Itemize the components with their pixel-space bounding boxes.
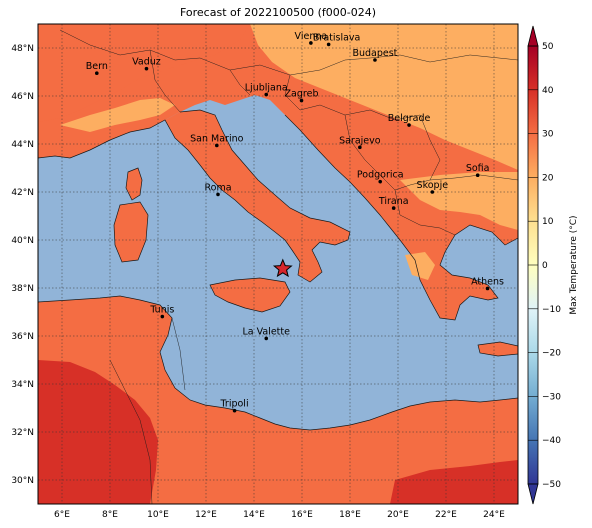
- map-area: [38, 24, 518, 504]
- x-tick-label: 12°E: [195, 510, 217, 520]
- colorbar-tick-label: −20: [542, 349, 561, 359]
- libya-very-hot: [390, 460, 518, 504]
- city-label: Podgorica: [357, 170, 404, 181]
- x-tick-label: 18°E: [339, 510, 361, 520]
- city-label: Bern: [86, 61, 108, 72]
- y-tick-label: 32°N: [11, 428, 34, 438]
- city-dot: [373, 58, 377, 62]
- colorbar-top-arrow: [527, 25, 539, 47]
- colorbar-tick-label: 0: [542, 261, 548, 271]
- city-dot: [232, 408, 237, 413]
- city-dot: [407, 123, 411, 127]
- y-tick-label: 40°N: [11, 236, 34, 246]
- colorbar-ticks: 50 40 30 20 10 0 −10 −20 −30 −40 −50: [528, 42, 561, 490]
- y-tick-label: 30°N: [11, 476, 34, 486]
- city-dot: [264, 92, 269, 97]
- city-label: Athens: [471, 276, 504, 287]
- colorbar-tick-label: −30: [542, 392, 561, 402]
- city-label: La Valette: [242, 326, 290, 337]
- city-label: Roma: [204, 182, 231, 193]
- star-icon: [272, 258, 293, 278]
- city-dot: [216, 192, 220, 197]
- sicily-land: [210, 278, 290, 312]
- city-label: Tunis: [149, 305, 174, 316]
- sardinia-land: [114, 202, 148, 262]
- map-title: Forecast of 2022100500 (f000-024): [179, 6, 377, 19]
- italy-land: [165, 110, 350, 282]
- colorbar-tick-label: −10: [542, 305, 561, 315]
- city-dot: [299, 98, 304, 103]
- x-tick-label: 22°E: [435, 510, 457, 520]
- country-borders: [59, 29, 518, 504]
- city-dot: [358, 145, 362, 150]
- y-axis-ticks: 48°N 46°N 44°N 42°N 40°N 38°N 36°N 34°N 32°N 30°N: [11, 44, 34, 486]
- city-label: Sofia: [466, 163, 490, 174]
- city-dot: [475, 173, 480, 177]
- x-tick-label: 16°E: [291, 510, 313, 520]
- colorbar: 50 40 30 20 10 0 −10 −20 −30 −40 −50 Max Temperatu…: [527, 25, 579, 505]
- y-tick-label: 48°N: [11, 44, 34, 54]
- city-dot: [391, 206, 396, 210]
- graticule: [38, 24, 518, 504]
- city-dot: [95, 71, 99, 75]
- city-dot: [160, 314, 165, 319]
- city-label: Zagreb: [285, 89, 319, 100]
- y-tick-label: 34°N: [11, 380, 34, 390]
- y-tick-label: 44°N: [11, 140, 34, 150]
- city-dot: [309, 41, 313, 45]
- warm-patch: [400, 172, 518, 230]
- city-label: Skopje: [417, 180, 449, 191]
- colorbar-tick-label: 10: [542, 217, 554, 227]
- y-tick-label: 46°N: [11, 92, 34, 102]
- map-frame: [37, 23, 519, 505]
- colorbar-bottom-arrow: [527, 483, 539, 505]
- colorbar-tick-label: 40: [542, 86, 554, 96]
- colorbar-tick-label: 30: [542, 130, 554, 140]
- x-axis-ticks: 6°E 8°E 10°E 12°E 14°E 16°E 18°E 20°E 22°E 24°E: [54, 510, 505, 520]
- x-tick-label: 6°E: [54, 510, 70, 520]
- city-dot: [215, 143, 219, 148]
- city-label: Ljubljana: [245, 83, 288, 94]
- y-tick-label: 36°N: [11, 332, 34, 342]
- y-tick-label: 42°N: [11, 188, 34, 198]
- colorbar-tick-label: −40: [542, 436, 561, 446]
- colorbar-tick-label: 20: [542, 173, 554, 183]
- city-dot: [430, 190, 435, 194]
- city-label: San Marino: [190, 133, 243, 144]
- city-dot: [326, 42, 331, 47]
- x-tick-label: 10°E: [147, 510, 169, 520]
- warm-patch: [250, 24, 518, 170]
- city-label: Bratislava: [313, 32, 360, 43]
- coastlines: [38, 109, 518, 431]
- city-label: Belgrade: [388, 113, 431, 124]
- alpine-hot-band: [38, 24, 250, 122]
- crete-land: [478, 342, 518, 356]
- x-tick-label: 8°E: [102, 510, 118, 520]
- y-tick-label: 38°N: [11, 284, 34, 294]
- city-label: Tripoli: [220, 399, 249, 410]
- colorbar-tick-label: −50: [542, 480, 561, 490]
- city-label: Sarajevo: [339, 135, 381, 146]
- x-tick-label: 24°E: [483, 510, 505, 520]
- x-tick-label: 14°E: [243, 510, 265, 520]
- city-dot: [264, 336, 269, 341]
- warm-patch: [405, 252, 435, 280]
- city-dot: [144, 66, 149, 71]
- city-label: Tirana: [378, 196, 409, 207]
- city-label: Vaduz: [132, 57, 161, 68]
- x-tick-label: 20°E: [387, 510, 409, 520]
- city-label: Vienna: [295, 31, 328, 42]
- colorbar-label: Max Temperature (°C): [569, 215, 579, 314]
- warm-patch: [60, 98, 175, 132]
- city-dot: [485, 286, 490, 291]
- colorbar-tick-label: 50: [542, 42, 554, 52]
- city-dot: [378, 179, 383, 184]
- city-label: Budapest: [352, 48, 397, 59]
